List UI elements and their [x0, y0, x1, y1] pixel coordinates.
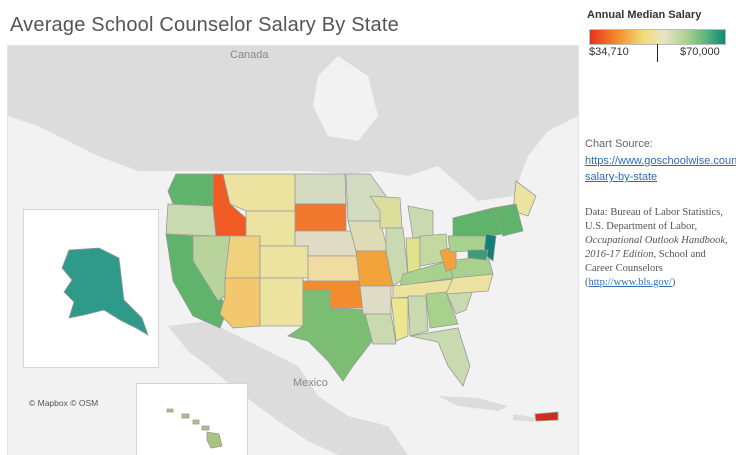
state-louisiana[interactable]: [364, 313, 397, 345]
state-maine[interactable]: [512, 180, 537, 217]
mexico-landmass: [168, 321, 408, 455]
hudson-bay: [313, 56, 378, 141]
state-colorado[interactable]: [259, 245, 309, 279]
state-illinois[interactable]: [385, 227, 409, 287]
state-oregon[interactable]: [165, 203, 217, 237]
state-mississippi[interactable]: [390, 297, 409, 342]
map-attribution: © Mapbox © OSM: [29, 398, 99, 408]
state-alabama[interactable]: [407, 295, 429, 337]
state-arkansas[interactable]: [359, 285, 392, 315]
data-note-text-1: Data: Bureau of Labor Statistics, U.S. D…: [585, 207, 723, 232]
state-utah[interactable]: [224, 235, 261, 279]
territory-puerto-rico[interactable]: [534, 411, 559, 422]
bls-link[interactable]: http://www.bls.gov/: [588, 277, 672, 288]
state-nevada[interactable]: [192, 235, 231, 302]
state-montana[interactable]: [222, 173, 296, 212]
state-michigan[interactable]: [407, 205, 434, 239]
state-arizona[interactable]: [219, 277, 261, 329]
state-new-york[interactable]: [452, 207, 504, 237]
caribbean-islands: [438, 396, 538, 422]
data-note-text-2: , School and Career Counselors (: [585, 249, 706, 288]
data-note-italic: Occupational Outlook Handbook, 2016-17 E…: [585, 235, 728, 260]
legend-min-label: $34,710: [589, 46, 629, 58]
data-note: Data: Bureau of Labor Statistics, U.S. D…: [585, 206, 733, 290]
legend-marker: [657, 44, 658, 62]
state-pennsylvania[interactable]: [447, 233, 487, 253]
state-hawaii[interactable]: [166, 408, 223, 449]
state-new-england[interactable]: [492, 203, 524, 237]
mexico-label: Mexico: [293, 377, 328, 389]
state-north-dakota[interactable]: [294, 173, 347, 205]
chart-source-label: Chart Source:: [585, 138, 653, 150]
alaska-svg: [61, 247, 149, 336]
state-alaska[interactable]: [61, 247, 149, 336]
chart-source-link[interactable]: https://www.goschoolwise.counselor-salar…: [585, 155, 736, 183]
legend-max-label: $70,000: [680, 46, 720, 58]
alaska-inset[interactable]: [23, 209, 159, 368]
canada-landmass: [8, 46, 578, 201]
state-florida[interactable]: [409, 327, 471, 387]
state-georgia[interactable]: [425, 291, 459, 329]
map-svg: Canada Mexico: [8, 46, 578, 455]
state-south-dakota[interactable]: [294, 203, 347, 232]
page-title: Average School Counselor Salary By State: [10, 14, 399, 36]
data-note-text-3: ): [671, 277, 676, 288]
legend-title: Annual Median Salary: [587, 9, 702, 21]
hawaii-inset[interactable]: [136, 383, 248, 455]
hawaii-svg: [166, 408, 223, 449]
state-new-mexico[interactable]: [259, 277, 304, 327]
state-washington[interactable]: [167, 173, 214, 207]
state-texas[interactable]: [287, 289, 377, 382]
state-maryland[interactable]: [467, 249, 489, 261]
map-canvas[interactable]: Canada Mexico © Mapbox © OSM: [7, 45, 579, 455]
canada-label: Canada: [230, 49, 269, 61]
legend-color-ramp[interactable]: [589, 29, 726, 45]
state-kansas[interactable]: [307, 255, 361, 282]
